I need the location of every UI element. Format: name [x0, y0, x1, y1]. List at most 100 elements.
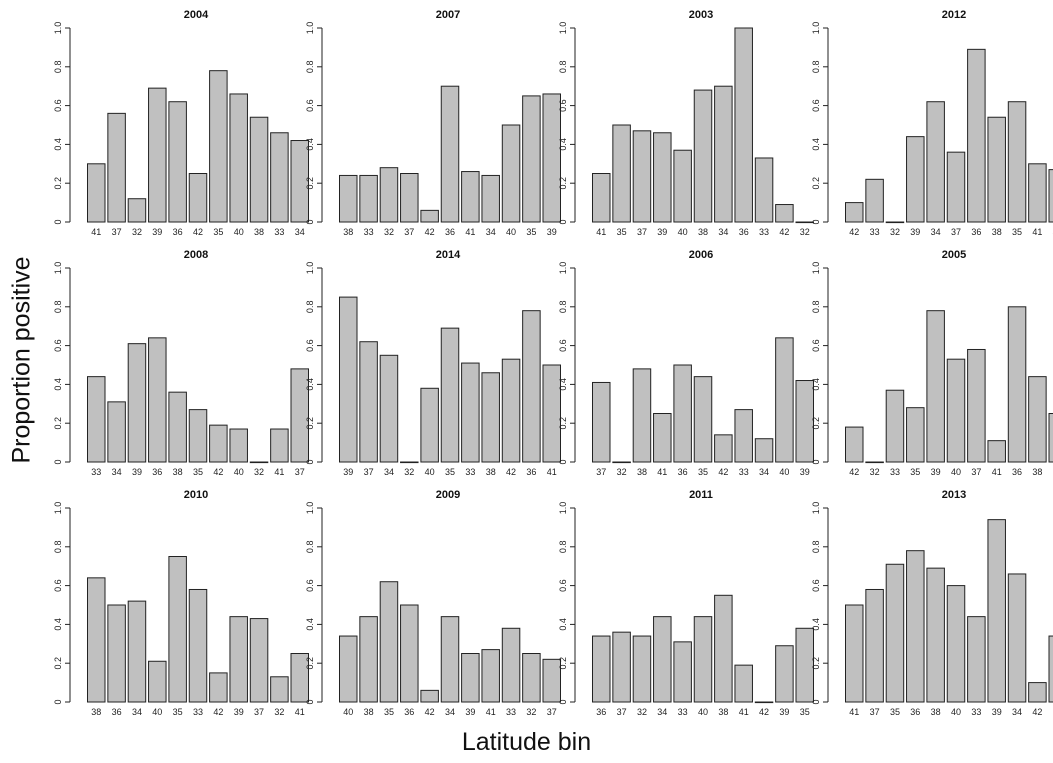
panel-title: 2008 [184, 249, 208, 261]
bar-39 [229, 616, 248, 703]
y-tick-label: 0.6 [53, 99, 63, 112]
bar-40 [148, 660, 167, 703]
x-tick-label: 39 [800, 467, 810, 477]
x-tick-label: 40 [152, 707, 162, 717]
bar-34 [481, 174, 500, 223]
x-tick-label: 34 [132, 707, 142, 717]
bar-37 [249, 618, 269, 703]
x-tick-label: 37 [254, 707, 264, 717]
y-tick-label: 0.6 [53, 579, 63, 592]
x-tick-label: 40 [951, 707, 961, 717]
bar-37 [612, 631, 631, 703]
x-tick-label: 38 [343, 227, 353, 237]
y-tick-label: 0.6 [558, 579, 568, 592]
x-tick-label: 36 [112, 707, 122, 717]
x-tick-label: 36 [173, 227, 183, 237]
y-tick-label: 0.4 [558, 378, 568, 391]
x-tick-label: 39 [343, 467, 353, 477]
bar-34 [714, 85, 733, 223]
x-tick-label: 40 [678, 227, 688, 237]
x-tick-label: 35 [800, 707, 810, 717]
y-tick-label: 0.4 [53, 618, 63, 631]
x-tick-label: 34 [384, 467, 394, 477]
y-tick-label: 0.4 [53, 138, 63, 151]
bar-35 [188, 409, 208, 463]
x-tick-label: 39 [992, 707, 1002, 717]
x-tick-label: 40 [234, 227, 244, 237]
bar-40 [775, 337, 794, 463]
bar-34 [754, 438, 774, 463]
x-tick-label: 39 [132, 467, 142, 477]
x-tick-label: 33 [91, 467, 101, 477]
x-tick-label: 34 [759, 467, 769, 477]
y-tick-label: 0 [811, 699, 821, 704]
y-tick-label: 0.6 [811, 579, 821, 592]
y-tick-label: 1.0 [811, 502, 821, 515]
x-tick-label: 32 [274, 707, 284, 717]
bar-32 [865, 461, 884, 464]
bar-34 [653, 616, 672, 703]
y-tick-label: 0.2 [305, 657, 315, 670]
x-tick-label: 33 [193, 707, 203, 717]
x-tick-label: 42 [213, 707, 223, 717]
x-tick-label: 42 [213, 467, 223, 477]
bar-39 [775, 645, 794, 703]
panel-2007: 2007 0 0.2 0.4 0.6 0.8 1.0 38 33 32 37 42 36 41 34 40 35… [305, 9, 561, 237]
bar-41 [481, 649, 500, 703]
bar-42 [845, 202, 864, 223]
x-tick-label: 42 [193, 227, 203, 237]
bar-32 [379, 167, 399, 223]
y-tick-label: 1.0 [811, 262, 821, 275]
bar-33 [270, 132, 289, 223]
bar-38 [359, 616, 378, 703]
bar-36 [440, 85, 460, 223]
bar-32 [612, 461, 631, 464]
bar-38 [693, 89, 713, 223]
panel-title: 2007 [436, 9, 460, 21]
y-tick-label: 0.2 [558, 657, 568, 670]
bar-35 [906, 407, 925, 463]
bar-33 [734, 409, 753, 463]
y-tick-label: 0.8 [53, 541, 63, 554]
x-tick-label: 33 [465, 467, 475, 477]
x-tick-label: 41 [596, 227, 606, 237]
x-tick-label: 38 [637, 467, 647, 477]
bar-36 [967, 48, 986, 223]
x-tick-label: 37 [404, 227, 414, 237]
y-tick-label: 0 [558, 219, 568, 224]
x-tick-label: 38 [254, 227, 264, 237]
bar-41 [87, 163, 106, 223]
bar-34 [379, 354, 399, 463]
bar-35 [1007, 101, 1027, 223]
bar-33 [673, 641, 692, 703]
bar-38 [339, 174, 358, 223]
x-tick-label: 36 [678, 467, 688, 477]
panel-2009: 2009 0 0.2 0.4 0.6 0.8 1.0 40 38 35 36 42 34 39 41 33 32… [305, 489, 561, 717]
bar-35 [693, 376, 713, 463]
y-tick-label: 0.2 [558, 417, 568, 430]
x-tick-label: 32 [132, 227, 142, 237]
bar-38 [87, 577, 106, 703]
panel-2013: 2013 0 0.2 0.4 0.6 0.8 1.0 41 37 35 36 38 40 33 39 34 42… [811, 489, 1053, 717]
bar-37 [542, 658, 561, 703]
x-tick-label: 42 [759, 707, 769, 717]
bar-34 [107, 401, 126, 463]
x-tick-label: 34 [931, 227, 941, 237]
x-tick-label: 37 [971, 467, 981, 477]
bar-39 [906, 136, 925, 223]
y-tick-label: 1.0 [305, 502, 315, 515]
x-tick-label: 36 [526, 467, 536, 477]
x-tick-label: 34 [295, 227, 305, 237]
x-tick-label: 38 [992, 227, 1002, 237]
bar-39 [542, 93, 561, 223]
bar-38 [168, 391, 187, 463]
x-tick-label: 37 [637, 227, 647, 237]
y-tick-label: 0 [811, 219, 821, 224]
bar-38 [714, 594, 733, 703]
x-tick-label: 40 [698, 707, 708, 717]
x-tick-label: 33 [364, 227, 374, 237]
x-tick-label: 38 [931, 707, 941, 717]
bar-32 [632, 635, 652, 703]
x-tick-label: 42 [506, 467, 516, 477]
x-tick-label: 41 [739, 707, 749, 717]
